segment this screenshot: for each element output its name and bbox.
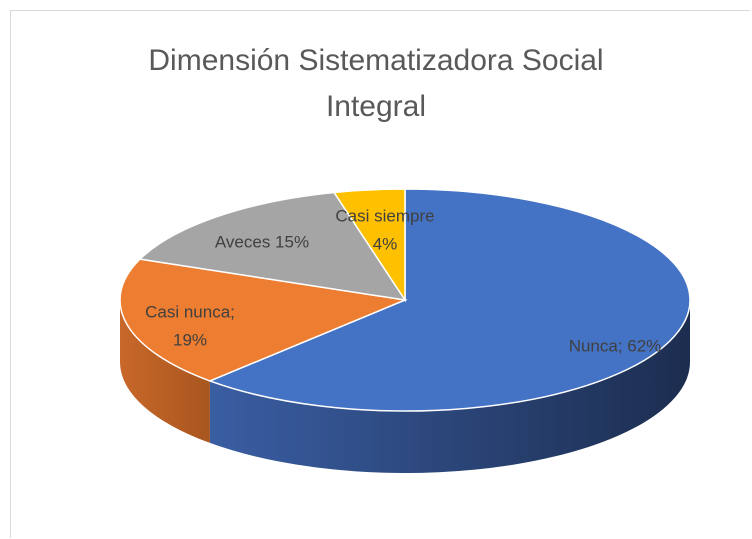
slice xyxy=(332,188,406,303)
data-label: Nunca; 62% xyxy=(569,336,662,355)
slice xyxy=(138,191,407,301)
slice xyxy=(207,188,691,412)
slice-side xyxy=(209,300,690,474)
slice-side xyxy=(119,300,210,443)
data-label: Aveces 15% xyxy=(215,232,309,251)
data-label: Casi nunca; xyxy=(145,302,235,321)
chart-frame xyxy=(10,10,750,538)
data-label: 4% xyxy=(373,234,398,253)
chart-title: Dimensión Sistematizadora Social Integra… xyxy=(148,44,604,123)
data-label: 19% xyxy=(173,330,207,349)
data-label: Casi siempre xyxy=(335,206,434,225)
